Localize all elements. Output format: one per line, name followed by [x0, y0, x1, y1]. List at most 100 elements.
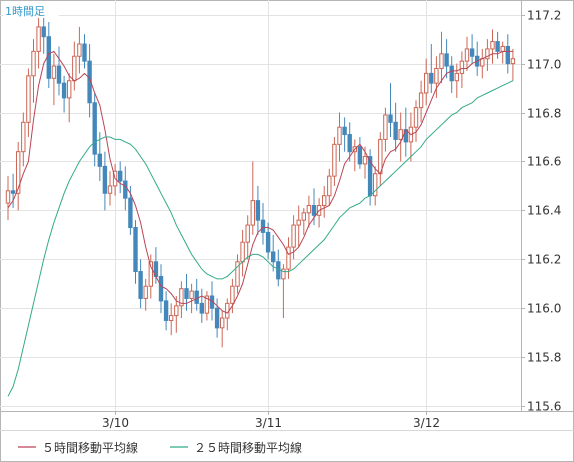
- candle-body-down: [158, 275, 164, 302]
- candle-body-up: [5, 190, 11, 204]
- candle: [158, 264, 164, 314]
- candle-body-down: [388, 114, 393, 123]
- candle: [327, 168, 332, 206]
- candle: [434, 56, 439, 98]
- candle: [148, 254, 154, 299]
- candle-body-up: [174, 305, 179, 317]
- candle: [393, 102, 398, 152]
- candle: [138, 259, 143, 309]
- candle: [31, 39, 36, 103]
- candle-body-up: [490, 41, 495, 50]
- candle-body-up: [413, 107, 419, 128]
- candle: [143, 278, 148, 311]
- candle-body-up: [179, 288, 184, 307]
- candle: [357, 137, 363, 169]
- candle: [490, 29, 495, 64]
- candle: [133, 220, 138, 284]
- candle-body-down: [357, 146, 363, 165]
- candle: [250, 161, 256, 235]
- candle-body-up: [301, 212, 307, 221]
- candle: [189, 283, 194, 314]
- candle: [459, 51, 465, 89]
- candle: [306, 195, 312, 228]
- candle: [51, 53, 57, 106]
- candle-body-down: [495, 41, 500, 52]
- candle-body-up: [286, 246, 291, 270]
- candle: [26, 68, 31, 137]
- candle-body-up: [459, 60, 465, 74]
- candle: [184, 274, 189, 311]
- candle: [36, 9, 41, 69]
- y-tick-label: 116.8: [527, 107, 561, 121]
- candle: [337, 112, 342, 162]
- candle: [383, 107, 388, 152]
- candle-body-up: [235, 261, 240, 287]
- y-axis-ticks: 115.6 115.8 116.0 116.2 116.4 116.6 116.8 117.0…: [521, 9, 561, 414]
- candle: [199, 288, 205, 323]
- candle-body-up: [418, 92, 424, 109]
- candle-body-down: [163, 300, 169, 321]
- candle-body-down: [429, 72, 434, 84]
- candle: [398, 112, 403, 162]
- candle-body-down: [97, 153, 102, 167]
- candle: [5, 176, 11, 221]
- candle-body-up: [362, 156, 368, 165]
- candle: [123, 166, 128, 211]
- candle: [97, 132, 102, 182]
- candle-body-up: [230, 285, 235, 304]
- x-tick-label: 3/12: [413, 416, 440, 430]
- candle-body-up: [296, 219, 301, 226]
- candle-body-down: [342, 126, 347, 136]
- candle-body-up: [204, 295, 210, 314]
- candle: [82, 34, 87, 69]
- candle: [429, 44, 434, 93]
- candle: [118, 161, 123, 194]
- candle: [296, 205, 301, 248]
- ma5-line: [7, 50, 513, 314]
- y-tick-label: 116.2: [527, 253, 561, 267]
- candle-body-up: [67, 80, 72, 99]
- candle-body-up: [464, 48, 470, 62]
- candle-body-down: [393, 121, 398, 140]
- candle-body-up: [291, 224, 296, 248]
- candle-body-up: [454, 72, 460, 82]
- candle: [230, 278, 235, 314]
- candle: [342, 117, 347, 152]
- candle-body-down: [271, 251, 276, 263]
- candle-body-up: [72, 55, 77, 82]
- candle-body-down: [194, 290, 199, 304]
- ma25-line: [7, 80, 514, 397]
- candle: [77, 26, 82, 74]
- candle: [464, 36, 470, 71]
- candle-body-down: [347, 134, 352, 153]
- candle-body-down: [41, 26, 46, 38]
- candle: [56, 46, 62, 96]
- candle-body-up: [281, 268, 286, 280]
- y-tick-label: 116.0: [527, 302, 561, 316]
- candle: [469, 34, 475, 64]
- candle: [179, 281, 184, 319]
- candle: [271, 234, 276, 272]
- candle: [107, 171, 113, 206]
- candle-body-up: [327, 175, 332, 197]
- plot-area: [5, 4, 516, 397]
- candle: [505, 34, 511, 74]
- y-tick-label: 117.0: [527, 58, 561, 72]
- candle-body-down: [444, 53, 449, 67]
- candle: [322, 185, 327, 218]
- candle: [102, 151, 108, 211]
- candle-body-down: [46, 36, 51, 79]
- candle: [204, 291, 210, 321]
- candle-body-up: [26, 75, 31, 123]
- candle: [444, 39, 449, 79]
- candle: [174, 296, 179, 333]
- legend-label-ma5: ５時間移動平均線: [42, 440, 138, 455]
- grid-lines: [0, 0, 521, 411]
- candle-body-up: [485, 48, 490, 60]
- candle-body-down: [199, 302, 205, 314]
- candle-body-up: [31, 50, 36, 77]
- candle: [214, 298, 220, 338]
- candle-body-up: [189, 290, 194, 299]
- candle-body-down: [61, 82, 67, 99]
- candle-body-up: [21, 121, 26, 153]
